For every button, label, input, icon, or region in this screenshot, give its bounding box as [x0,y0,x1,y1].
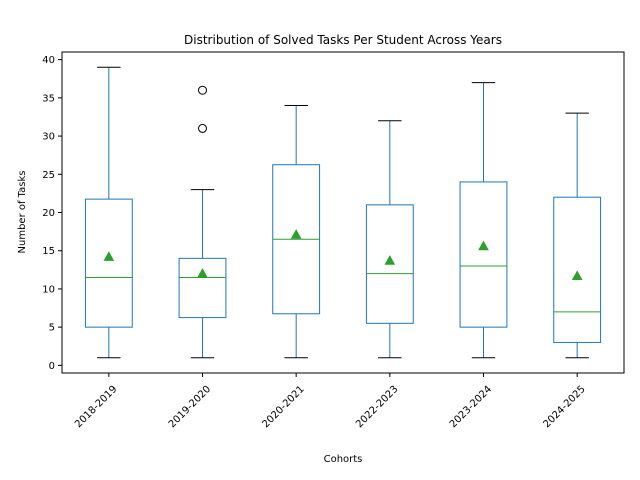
x-axis-label: Cohorts [324,454,363,465]
box-iqr [365,204,414,324]
y-tick-label: 40 [42,55,55,66]
y-tick-label: 30 [42,132,55,143]
y-tick-label: 35 [42,93,55,104]
y-tick-label: 25 [42,170,55,181]
chart-title: Distribution of Solved Tasks Per Student… [184,33,502,47]
box-group-2020-2021 [272,105,321,359]
outlier-point [198,123,207,133]
y-tick-label: 0 [49,361,55,372]
box-group-2024-2025 [553,112,602,359]
box-group-2023-2024 [459,82,508,359]
outlier-point [198,85,207,95]
box-iqr [178,257,227,319]
mean-marker [103,251,115,261]
box-group-2019-2020 [178,85,227,359]
box-iqr [553,196,602,343]
box-iqr [459,181,508,328]
box-group-2022-2023 [365,120,414,359]
mean-marker [197,268,208,278]
box-iqr [84,198,133,328]
y-tick-label: 5 [49,323,55,334]
y-tick-label: 15 [42,246,55,257]
mean-marker [290,229,302,239]
mean-marker [384,255,396,265]
y-tick-label: 10 [42,284,55,295]
y-axis-label: Number of Tasks [17,171,28,254]
mean-marker [571,270,583,281]
plot-area [84,66,602,359]
y-tick-label: 20 [42,208,55,219]
box-group-2018-2019 [84,66,133,359]
mean-marker [478,240,489,251]
